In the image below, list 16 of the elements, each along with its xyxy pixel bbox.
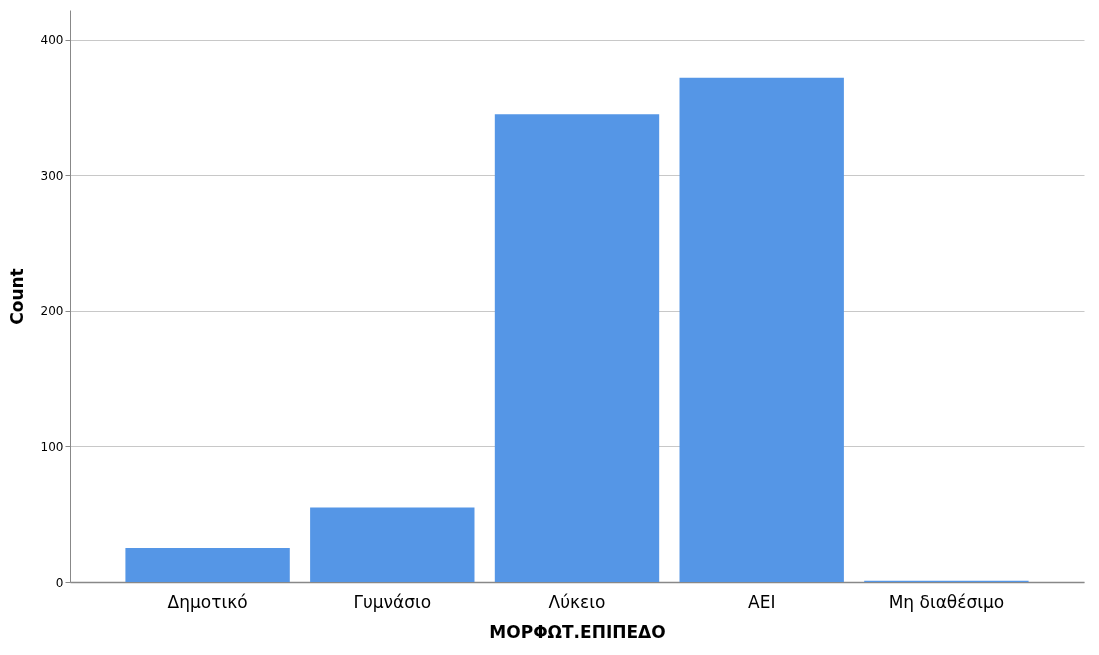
bar (125, 548, 290, 582)
y-tick-label: 0 (55, 575, 64, 590)
y-axis-title: Count (6, 268, 27, 325)
x-tick-label: Λύκειο (548, 591, 606, 612)
bar (310, 507, 475, 582)
x-tick-label: Γυμνάσιο (353, 591, 432, 612)
x-tick-label: Δημοτικό (167, 591, 248, 612)
x-tick-label: Μη διαθέσιμο (888, 591, 1005, 612)
y-tick-label: 100 (40, 439, 64, 454)
bar (494, 114, 660, 582)
x-tick-label: ΑΕΙ (748, 591, 776, 612)
y-tick-label: 200 (40, 304, 64, 319)
x-axis-title: ΜΟΡΦΩΤ.ΕΠΙΠΕΔΟ (489, 621, 666, 642)
y-tick-label: 400 (40, 33, 64, 48)
y-tick-label: 300 (40, 168, 64, 183)
bar (679, 77, 844, 582)
